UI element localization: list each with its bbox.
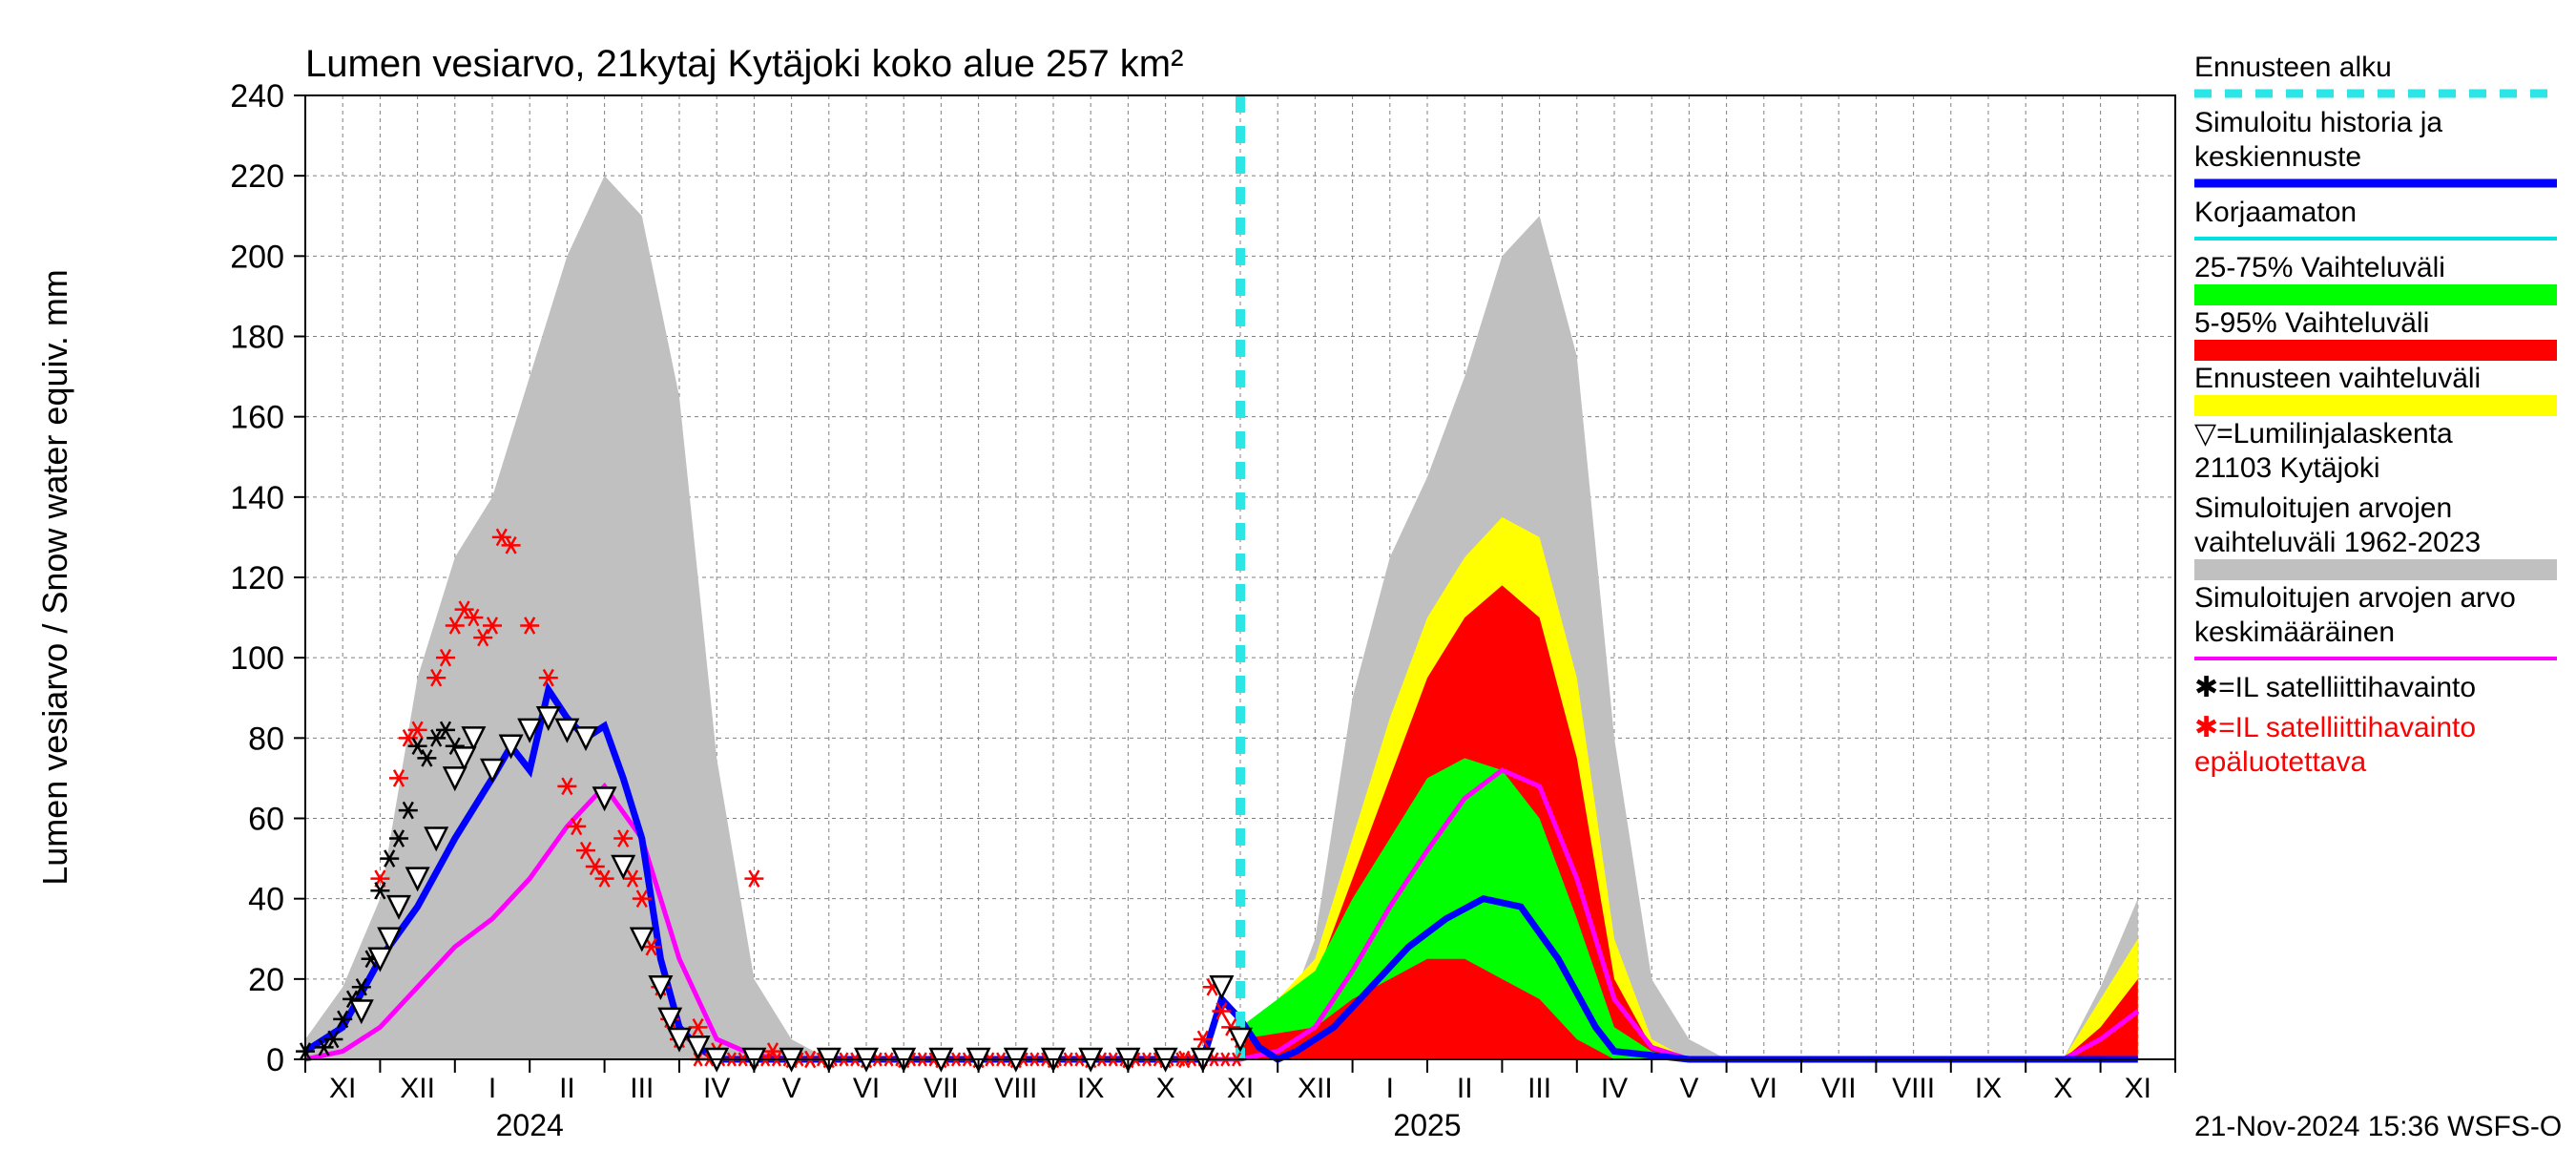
month-label: I — [1386, 1073, 1394, 1104]
month-label: II — [559, 1073, 575, 1104]
legend-label: Simuloitujen arvojen — [2194, 492, 2452, 524]
year-label: 2024 — [496, 1108, 564, 1142]
ytick-label: 180 — [230, 320, 284, 356]
month-label: IX — [1975, 1073, 2002, 1104]
legend-label: ✱=IL satelliittihavainto — [2194, 712, 2476, 743]
month-label: IV — [1601, 1073, 1628, 1104]
ytick-label: 200 — [230, 239, 284, 275]
month-label: VI — [1751, 1073, 1777, 1104]
month-label: V — [782, 1073, 801, 1104]
legend-swatch — [2194, 284, 2557, 305]
legend-label: Ennusteen alku — [2194, 52, 2392, 83]
chart-title: Lumen vesiarvo, 21kytaj Kytäjoki koko al… — [305, 43, 1183, 85]
ytick-label: 0 — [266, 1042, 284, 1078]
month-label: XII — [1298, 1073, 1333, 1104]
ytick-label: 140 — [230, 480, 284, 516]
ytick-label: 80 — [248, 721, 284, 757]
month-label: XI — [1227, 1073, 1254, 1104]
month-label: II — [1457, 1073, 1473, 1104]
ytick-label: 40 — [248, 882, 284, 918]
chart-container: 020406080100120140160180200220240XIXIIII… — [0, 0, 2576, 1145]
legend-label: 5-95% Vaihteluväli — [2194, 307, 2429, 339]
legend-label: ✱=IL satelliittihavainto — [2194, 672, 2476, 703]
legend-label: Korjaamaton — [2194, 197, 2357, 228]
month-label: XI — [329, 1073, 356, 1104]
ytick-label: 240 — [230, 78, 284, 115]
ytick-label: 160 — [230, 400, 284, 436]
month-label: VIII — [1892, 1073, 1935, 1104]
legend-swatch — [2194, 340, 2557, 361]
month-label: V — [1679, 1073, 1698, 1104]
month-label: X — [2053, 1073, 2072, 1104]
legend-label: Ennusteen vaihteluväli — [2194, 363, 2481, 394]
ytick-label: 60 — [248, 802, 284, 838]
legend-label: epäluotettava — [2194, 746, 2366, 778]
ytick-label: 100 — [230, 640, 284, 677]
legend-label: keskimääräinen — [2194, 617, 2395, 648]
month-label: XI — [2125, 1073, 2151, 1104]
legend-label: 21103 Kytäjoki — [2194, 452, 2380, 484]
month-label: VII — [1821, 1073, 1857, 1104]
legend-swatch — [2194, 559, 2557, 580]
legend-label: Simuloitu historia ja — [2194, 107, 2442, 138]
ytick-label: 220 — [230, 158, 284, 195]
month-label: IX — [1077, 1073, 1104, 1104]
legend-label: Simuloitujen arvojen arvo — [2194, 582, 2516, 614]
timestamp: 21-Nov-2024 15:36 WSFS-O — [2194, 1111, 2562, 1142]
month-label: IV — [703, 1073, 730, 1104]
legend-swatch — [2194, 395, 2557, 416]
legend-label: ▽=Lumilinjalaskenta — [2194, 418, 2453, 450]
ytick-label: 20 — [248, 962, 284, 998]
month-label: XII — [400, 1073, 435, 1104]
year-label: 2025 — [1393, 1108, 1461, 1142]
legend-label: vaihteluväli 1962-2023 — [2194, 527, 2481, 558]
month-label: VII — [924, 1073, 959, 1104]
legend-label: 25-75% Vaihteluväli — [2194, 252, 2445, 283]
month-label: X — [1156, 1073, 1175, 1104]
month-label: III — [630, 1073, 654, 1104]
month-label: VI — [853, 1073, 880, 1104]
ytick-label: 120 — [230, 560, 284, 596]
month-label: III — [1527, 1073, 1551, 1104]
month-label: I — [488, 1073, 496, 1104]
legend-label: keskiennuste — [2194, 141, 2361, 173]
y-axis-label: Lumen vesiarvo / Snow water equiv. mm — [35, 269, 74, 886]
chart-svg: 020406080100120140160180200220240XIXIIII… — [0, 0, 2576, 1145]
month-label: VIII — [994, 1073, 1037, 1104]
